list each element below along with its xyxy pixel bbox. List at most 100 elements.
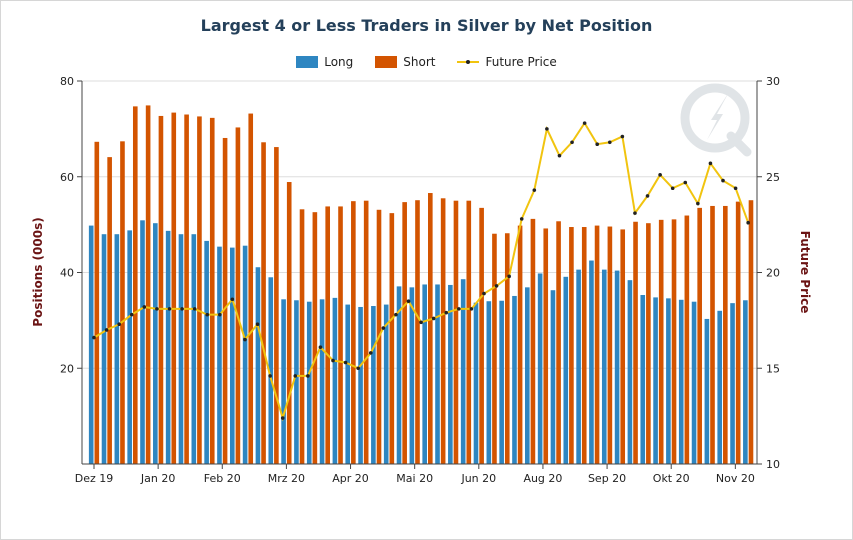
bar-long — [550, 290, 556, 464]
price-point — [721, 178, 725, 183]
price-point — [155, 307, 159, 311]
y-tick-label: 60 — [60, 171, 74, 184]
bar-long — [589, 260, 594, 464]
bar-short — [517, 225, 523, 464]
legend-item-long[interactable]: Long — [296, 55, 353, 69]
price-point — [444, 310, 449, 315]
bar-long — [217, 246, 222, 464]
bar-short — [415, 200, 420, 465]
price-point — [419, 320, 423, 325]
bar-short — [453, 200, 459, 464]
bar-short — [299, 209, 305, 464]
future-price-series — [92, 121, 750, 422]
bar-long — [358, 306, 363, 464]
bar-short — [479, 207, 484, 464]
price-point — [255, 322, 260, 327]
price-point — [582, 121, 587, 125]
bar-long — [473, 302, 479, 464]
bar-short — [248, 113, 254, 465]
x-tick-label: Aug 20 — [523, 472, 562, 485]
bar-short — [338, 206, 343, 464]
bar-long — [717, 310, 723, 464]
bar-long — [524, 287, 530, 464]
bar-short — [658, 219, 664, 464]
legend-item-future-price[interactable]: Future Price — [457, 55, 557, 69]
price-point — [733, 186, 738, 191]
y-tick-label: 20 — [60, 362, 74, 375]
price-point — [696, 201, 700, 206]
x-tick-label: Mrz 20 — [268, 472, 305, 485]
y2-tick-label: 20 — [766, 267, 780, 280]
watermark-logo — [680, 83, 752, 157]
bar-short — [94, 141, 100, 464]
bar-long — [345, 304, 351, 464]
price-point — [218, 312, 222, 317]
legend-label-long: Long — [324, 55, 354, 69]
bar-long — [242, 245, 248, 464]
bar-short — [197, 116, 202, 465]
bar-short — [466, 200, 472, 464]
price-point — [746, 220, 750, 225]
bar-short — [607, 226, 613, 464]
bar-long — [576, 269, 581, 464]
bar-long — [88, 225, 94, 464]
price-point — [280, 416, 285, 420]
price-point — [306, 374, 310, 378]
price-point — [92, 335, 96, 340]
x-tick-label: Okt 20 — [653, 472, 690, 485]
bar-short — [261, 142, 266, 464]
bar-short — [274, 147, 279, 464]
price-point — [368, 351, 373, 355]
legend: Long Short Future Price — [0, 55, 853, 69]
bar-short — [158, 115, 164, 464]
price-point — [343, 360, 348, 365]
bar-short — [697, 207, 702, 464]
bar-short — [620, 229, 626, 464]
x-tick-label: Jun 20 — [460, 472, 496, 485]
bar-short — [504, 233, 510, 464]
price-point — [381, 326, 386, 330]
bar-long — [601, 269, 607, 464]
price-point — [129, 312, 134, 317]
bar-short — [145, 105, 151, 464]
price-point — [104, 328, 109, 332]
y2-tick-label: 15 — [766, 362, 780, 375]
price-point — [356, 366, 360, 371]
bar-long — [268, 277, 274, 464]
bar-long — [460, 279, 466, 464]
bar-short — [748, 200, 754, 465]
bar-long — [704, 318, 710, 464]
bar-short — [646, 223, 651, 464]
bar-long — [127, 230, 132, 464]
bar-long — [371, 306, 376, 464]
y-axis-title: Positions (000s) — [31, 217, 45, 326]
bar-long — [101, 234, 107, 464]
bar-long — [499, 300, 504, 464]
x-tick-label: Nov 20 — [716, 472, 755, 485]
bar-short — [428, 193, 433, 464]
legend-label-short: Short — [403, 55, 436, 69]
bars-short-series — [94, 105, 754, 465]
bar-short — [594, 225, 600, 464]
price-point — [620, 134, 625, 139]
bar-long — [422, 284, 427, 464]
price-point — [180, 307, 184, 311]
price-point — [205, 312, 210, 317]
bar-short — [543, 228, 549, 464]
price-point — [507, 274, 511, 279]
bar-short — [671, 219, 677, 464]
x-tick-label: Jan 20 — [140, 472, 175, 485]
bar-long — [537, 273, 543, 464]
bar-long — [204, 240, 209, 464]
price-point — [293, 374, 298, 378]
price-point — [683, 180, 688, 185]
bar-long — [563, 276, 569, 464]
legend-swatch-long — [296, 56, 319, 68]
price-point — [545, 127, 549, 131]
legend-item-short[interactable]: Short — [375, 55, 435, 69]
price-point — [331, 358, 335, 363]
price-point — [633, 211, 637, 215]
bar-long — [666, 298, 671, 464]
bar-short — [492, 233, 497, 464]
bar-long — [435, 284, 440, 464]
